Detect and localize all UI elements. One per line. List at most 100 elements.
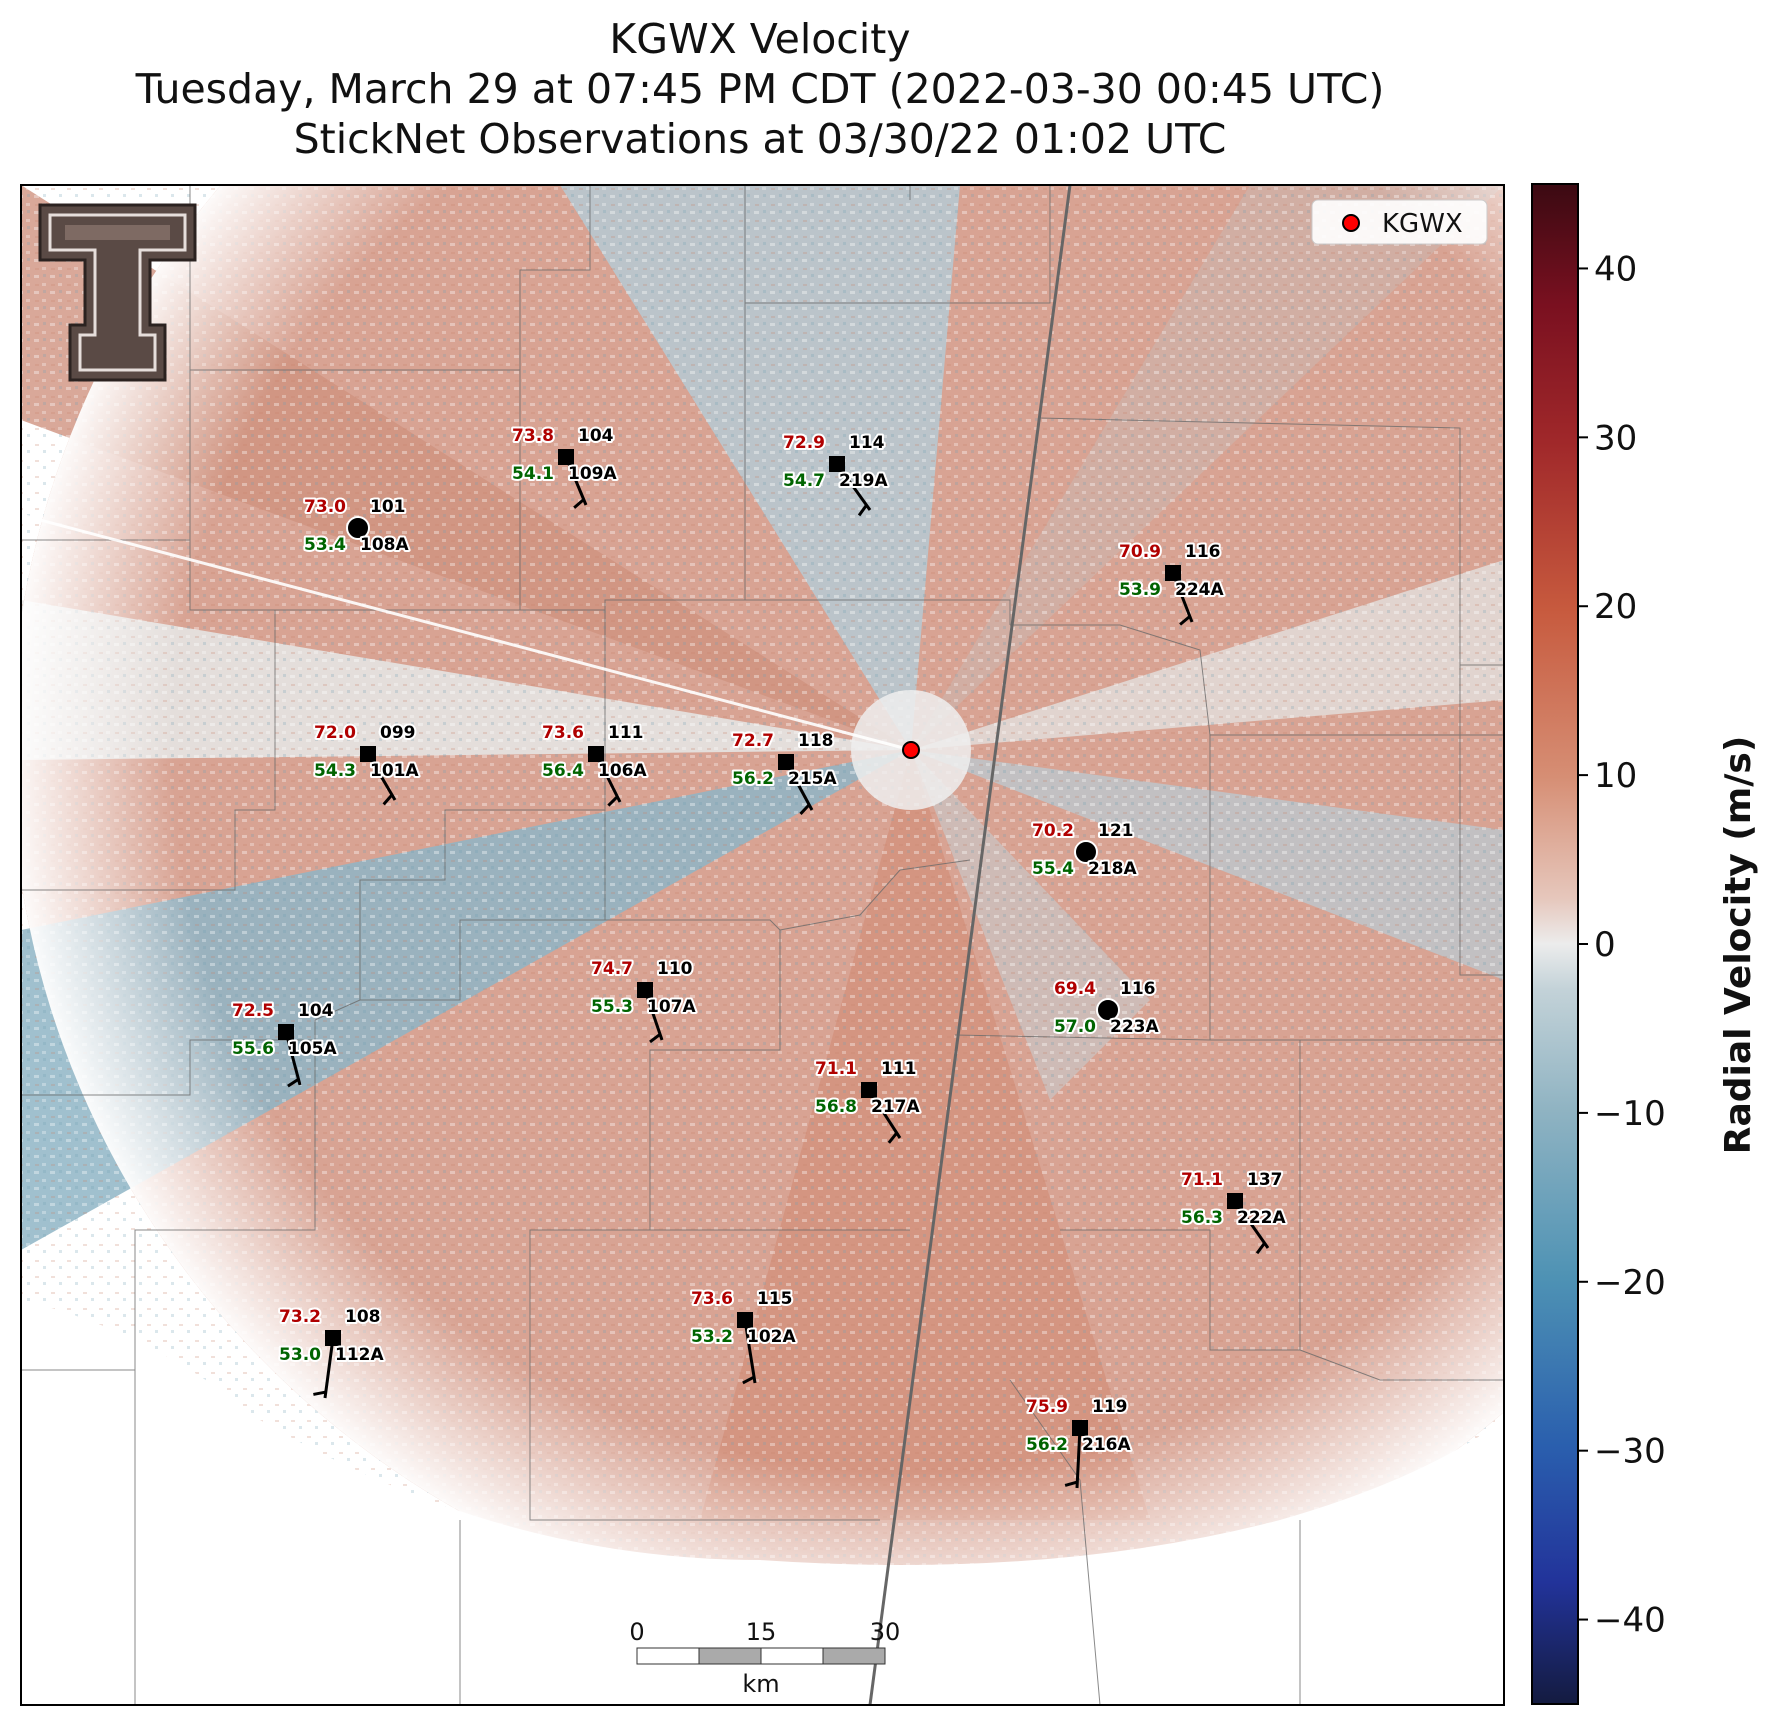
station-id: 217A bbox=[871, 1097, 920, 1117]
scale-unit: km bbox=[742, 1670, 779, 1698]
wind-barb-flag bbox=[1179, 615, 1191, 626]
colorbar-tick-label: −30 bbox=[1594, 1432, 1666, 1472]
wind-barb-flag bbox=[382, 793, 394, 806]
station-id: 109A bbox=[568, 464, 617, 484]
station-temperature: 73.0 bbox=[304, 497, 346, 517]
colorbar-tick-label: 30 bbox=[1594, 418, 1637, 458]
station-pressure: 104 bbox=[298, 1001, 334, 1021]
station-224a[interactable]: 70.9 116 53.9 224A bbox=[1117, 540, 1226, 626]
station-id: 223A bbox=[1110, 1017, 1159, 1037]
station-marker-square bbox=[325, 1330, 341, 1346]
station-109a[interactable]: 73.8 104 54.1 109A bbox=[510, 424, 619, 509]
wind-barb-shaft bbox=[284, 1031, 302, 1086]
station-dewpoint: 53.2 bbox=[691, 1327, 733, 1347]
station-dewpoint: 53.4 bbox=[304, 535, 346, 555]
station-dewpoint: 57.0 bbox=[1054, 1017, 1096, 1037]
station-temperature: 73.6 bbox=[542, 723, 584, 743]
station-pressure: 115 bbox=[757, 1289, 793, 1309]
scale-bar: 0 15 30 km bbox=[629, 1618, 900, 1698]
station-pressure: 108 bbox=[345, 1307, 381, 1327]
station-temperature: 74.7 bbox=[591, 959, 633, 979]
station-id: 108A bbox=[360, 535, 409, 555]
station-temperature: 69.4 bbox=[1054, 979, 1096, 999]
station-marker-square bbox=[558, 449, 574, 465]
wind-barb-flag bbox=[607, 795, 619, 807]
station-id: 218A bbox=[1088, 859, 1137, 879]
texas-tech-double-t-logo bbox=[38, 203, 197, 382]
station-temperature: 75.9 bbox=[1026, 1397, 1068, 1417]
colorbar-tick-label: −40 bbox=[1594, 1601, 1666, 1641]
wind-barb-flag bbox=[857, 504, 868, 517]
station-108a[interactable]: 73.0 101 53.4 108A bbox=[302, 495, 411, 557]
station-id: 101A bbox=[370, 761, 419, 781]
station-218a[interactable]: 70.2 121 55.4 218A bbox=[1030, 819, 1139, 881]
station-112a[interactable]: 73.2 108 53.0 112A bbox=[277, 1305, 386, 1399]
station-215a[interactable]: 72.7 118 56.2 215A bbox=[730, 729, 839, 815]
station-105a[interactable]: 72.5 104 55.6 105A bbox=[230, 999, 339, 1088]
station-219a[interactable]: 72.9 114 54.7 219A bbox=[781, 431, 890, 517]
colorbar-tick-label: −20 bbox=[1594, 1263, 1666, 1303]
station-temperature: 71.1 bbox=[1181, 1170, 1223, 1190]
station-marker-square bbox=[1227, 1193, 1243, 1209]
station-marker-square bbox=[1072, 1420, 1088, 1436]
colorbar-gradient bbox=[1531, 183, 1579, 1705]
station-dewpoint: 56.2 bbox=[1026, 1435, 1068, 1455]
station-marker-square bbox=[360, 746, 376, 762]
wind-barb-shaft bbox=[1075, 1427, 1082, 1489]
station-pressure: 116 bbox=[1185, 542, 1221, 562]
station-id: 106A bbox=[598, 761, 647, 781]
sticknet-stations: 73.0 101 53.4 108A 73.8 104 54.1 109A 72.9 114 54.… bbox=[230, 424, 1288, 1489]
station-222a[interactable]: 71.1 137 56.3 222A bbox=[1179, 1168, 1288, 1255]
station-dewpoint: 55.4 bbox=[1032, 859, 1074, 879]
station-pressure: 111 bbox=[608, 723, 644, 743]
station-id: 107A bbox=[647, 997, 696, 1017]
station-dewpoint: 55.6 bbox=[232, 1039, 274, 1059]
station-dewpoint: 53.0 bbox=[279, 1345, 321, 1365]
station-pressure: 116 bbox=[1120, 979, 1156, 999]
scale-label-15: 15 bbox=[746, 1618, 777, 1646]
station-107a[interactable]: 74.7 110 55.3 107A bbox=[589, 957, 698, 1044]
station-dewpoint: 56.8 bbox=[815, 1097, 857, 1117]
wind-barb-shaft bbox=[323, 1337, 335, 1399]
wind-barb-flag bbox=[573, 498, 585, 509]
wind-barb-flag bbox=[287, 1077, 300, 1088]
station-id: 222A bbox=[1237, 1208, 1286, 1228]
colorbar-tick-label: 20 bbox=[1594, 587, 1637, 627]
station-102a[interactable]: 73.6 115 53.2 102A bbox=[689, 1287, 798, 1385]
radar-site-marker[interactable] bbox=[902, 741, 920, 759]
station-dewpoint: 54.7 bbox=[783, 471, 825, 491]
wind-barb-flag bbox=[1255, 1242, 1266, 1255]
station-id: 105A bbox=[288, 1039, 337, 1059]
station-id: 224A bbox=[1175, 580, 1224, 600]
wind-barb-flag bbox=[887, 1132, 898, 1144]
wind-barb-flag bbox=[1064, 1480, 1078, 1487]
wind-barb-flag bbox=[742, 1375, 755, 1385]
station-marker-circle bbox=[1096, 998, 1120, 1022]
wind-barb-shaft bbox=[643, 989, 664, 1041]
station-temperature: 73.6 bbox=[691, 1289, 733, 1309]
wind-barb-flag bbox=[649, 1033, 661, 1044]
station-temperature: 73.8 bbox=[512, 426, 554, 446]
station-pressure: 114 bbox=[849, 433, 885, 453]
station-dewpoint: 54.3 bbox=[314, 761, 356, 781]
county-boundaries bbox=[21, 185, 1504, 1705]
station-216a[interactable]: 75.9 119 56.2 216A bbox=[1024, 1395, 1133, 1489]
map-panel bbox=[21, 185, 1504, 1705]
station-id: 102A bbox=[747, 1327, 796, 1347]
scale-label-0: 0 bbox=[629, 1618, 644, 1646]
station-217a[interactable]: 71.1 111 56.8 217A bbox=[813, 1057, 922, 1144]
station-223a[interactable]: 69.4 116 57.0 223A bbox=[1052, 977, 1161, 1039]
station-pressure: 110 bbox=[657, 959, 693, 979]
station-dewpoint: 56.2 bbox=[732, 769, 774, 789]
station-101a[interactable]: 72.0 099 54.3 101A bbox=[312, 721, 421, 806]
station-temperature: 70.9 bbox=[1119, 542, 1161, 562]
colorbar: 40 30 20 10 0 −10 −20 −30 −40 Radial Velocity (m… bbox=[1531, 183, 1759, 1705]
title-datetime: Tuesday, March 29 at 07:45 PM CDT (2022-… bbox=[135, 65, 1385, 113]
station-106a[interactable]: 73.6 111 56.4 106A bbox=[540, 721, 649, 807]
station-pressure: 111 bbox=[881, 1059, 917, 1079]
legend-radar-marker bbox=[1342, 214, 1360, 232]
station-temperature: 71.1 bbox=[815, 1059, 857, 1079]
wind-barb-flag bbox=[799, 803, 811, 815]
station-marker-square bbox=[861, 1082, 877, 1098]
